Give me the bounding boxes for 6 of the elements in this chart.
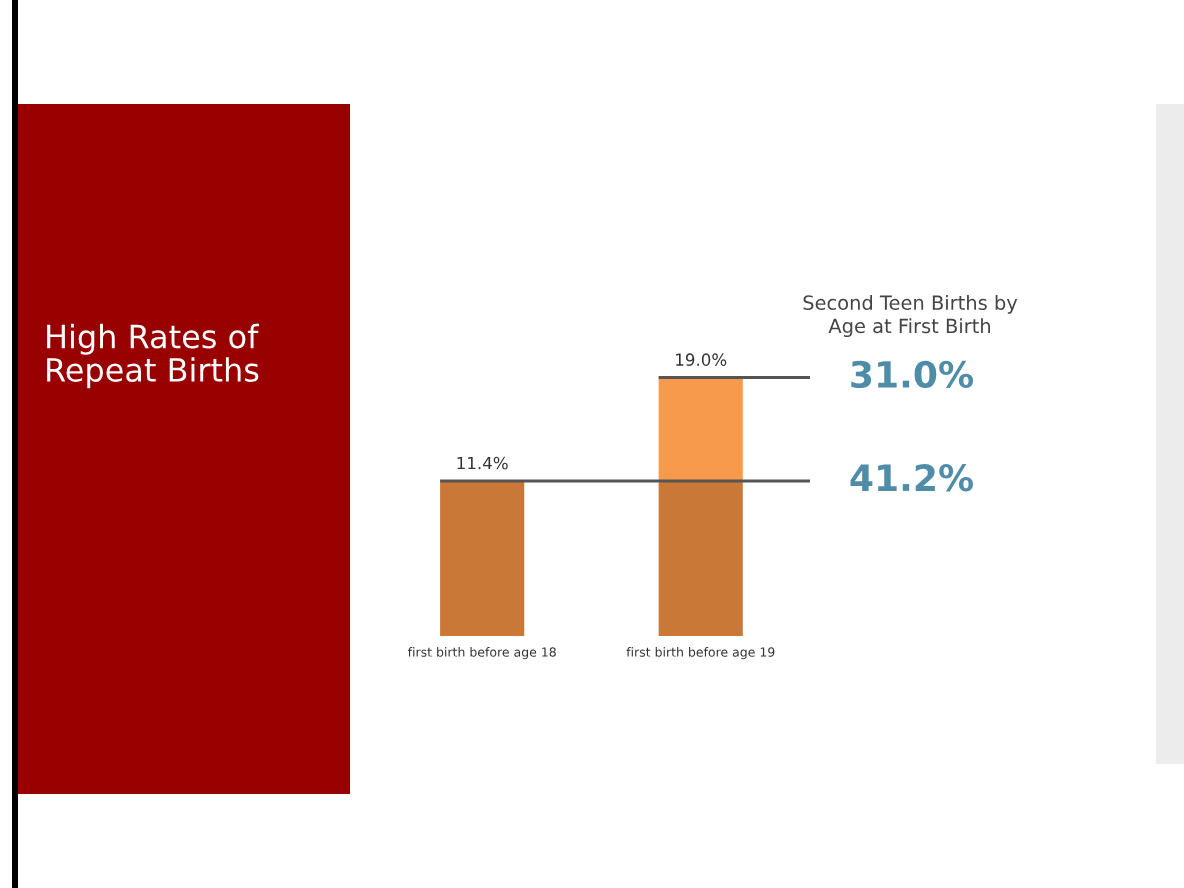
text: Second Teen Births by Age at First Birth	[803, 294, 1018, 338]
text: High Rates of Repeat Births	[47, 323, 259, 389]
text: 31.0%	[851, 360, 974, 389]
total-label: 19.0%	[676, 353, 727, 366]
data-label: 11.4%	[457, 456, 508, 470]
text: 41.2%	[850, 464, 974, 492]
